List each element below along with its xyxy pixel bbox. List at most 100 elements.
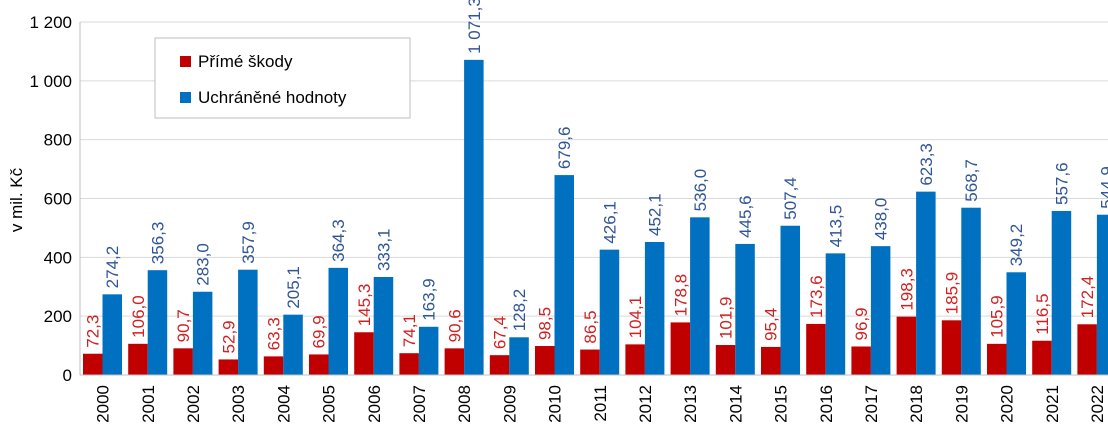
data-label: 163,9 — [420, 278, 439, 321]
x-tick-label: 2009 — [500, 385, 519, 423]
bar — [309, 354, 329, 375]
data-label: 679,6 — [555, 127, 574, 170]
bar — [761, 346, 781, 375]
bar — [987, 343, 1007, 375]
data-label: 173,6 — [807, 275, 826, 318]
bar — [83, 353, 103, 375]
bar — [644, 242, 665, 375]
y-tick-label: 200 — [44, 307, 72, 326]
data-label: 90,6 — [445, 309, 464, 342]
bar — [554, 175, 574, 375]
x-tick-label: 2016 — [817, 385, 836, 423]
bar — [1096, 214, 1108, 375]
bar — [399, 353, 419, 375]
bar — [509, 337, 529, 375]
data-label: 172,4 — [1078, 276, 1097, 319]
y-tick-label: 0 — [63, 366, 72, 385]
bar — [735, 243, 755, 375]
data-label: 568,7 — [962, 159, 981, 202]
data-label: 104,1 — [626, 296, 645, 339]
x-tick-label: 2015 — [772, 385, 791, 423]
y-tick-label: 1 200 — [29, 13, 72, 32]
bar — [825, 253, 846, 375]
x-tick-label: 2000 — [94, 385, 113, 423]
bar — [192, 291, 213, 375]
data-label: 205,1 — [284, 266, 303, 309]
legend-swatch — [180, 92, 191, 103]
x-tick-label: 2021 — [1043, 385, 1062, 423]
data-label: 74,1 — [400, 314, 419, 347]
bar — [354, 332, 374, 375]
data-label: 105,9 — [988, 295, 1007, 338]
data-label: 283,0 — [194, 243, 213, 286]
data-label: 185,9 — [943, 272, 962, 315]
data-label: 72,3 — [84, 315, 103, 348]
bar — [238, 269, 258, 375]
legend-box — [154, 37, 411, 119]
bar — [690, 217, 710, 375]
legend-swatch — [180, 56, 191, 67]
x-tick-label: 2022 — [1088, 385, 1107, 423]
data-label: 95,4 — [762, 308, 781, 341]
data-label: 69,9 — [310, 315, 329, 348]
bar — [283, 314, 303, 375]
data-label: 333,1 — [374, 228, 393, 271]
bar — [1006, 272, 1026, 375]
x-tick-label: 2004 — [274, 385, 293, 423]
bar — [218, 359, 239, 375]
x-tick-label: 2012 — [636, 385, 655, 423]
bar — [806, 323, 826, 375]
data-label: 426,1 — [600, 201, 619, 244]
data-label: 357,9 — [239, 221, 258, 264]
bar — [102, 294, 122, 375]
y-axis-label: v mil. Kč — [7, 167, 26, 232]
bar — [418, 326, 439, 375]
data-label: 90,7 — [174, 309, 193, 342]
bar — [961, 207, 981, 375]
x-tick-label: 2019 — [952, 385, 971, 423]
data-label: 128,2 — [510, 289, 529, 332]
x-tick-label: 2013 — [681, 385, 700, 423]
bar — [1051, 210, 1072, 375]
bar — [128, 343, 148, 375]
bar — [464, 59, 484, 375]
data-label: 116,5 — [1033, 293, 1052, 334]
x-tick-label: 2001 — [139, 385, 158, 423]
y-tick-label: 600 — [44, 190, 72, 209]
data-label: 536,0 — [691, 169, 710, 212]
y-tick-label: 1 000 — [29, 72, 72, 91]
x-tick-label: 2017 — [862, 385, 881, 423]
bar — [715, 345, 736, 375]
x-tick-label: 2008 — [455, 385, 474, 423]
bar — [896, 316, 917, 375]
bar — [625, 344, 645, 375]
data-label: 96,9 — [852, 307, 871, 340]
x-tick-label: 2020 — [998, 385, 1017, 423]
bar — [670, 322, 691, 375]
data-label: 445,6 — [736, 195, 755, 238]
x-tick-label: 2006 — [365, 385, 384, 423]
data-label: 86,5 — [581, 310, 600, 343]
bar — [870, 246, 891, 375]
y-tick-label: 800 — [44, 131, 72, 150]
bar — [263, 356, 284, 375]
data-label: 1 071,3 — [465, 0, 484, 54]
bar — [535, 346, 555, 375]
legend-label: Uchráněné hodnoty — [198, 88, 347, 107]
data-label: 145,3 — [355, 284, 374, 327]
y-tick-label: 400 — [44, 248, 72, 267]
bar — [328, 267, 348, 375]
data-label: 452,1 — [646, 193, 665, 236]
x-tick-label: 2005 — [320, 385, 339, 423]
bar — [780, 225, 800, 375]
x-tick-label: 2011 — [591, 385, 610, 422]
bar — [851, 346, 871, 375]
bar — [941, 320, 962, 375]
bar — [373, 277, 394, 375]
data-label: 178,8 — [671, 274, 690, 317]
bar — [147, 270, 168, 375]
data-label: 98,5 — [536, 307, 555, 340]
data-label: 364,3 — [329, 219, 348, 262]
data-label: 198,3 — [897, 268, 916, 311]
